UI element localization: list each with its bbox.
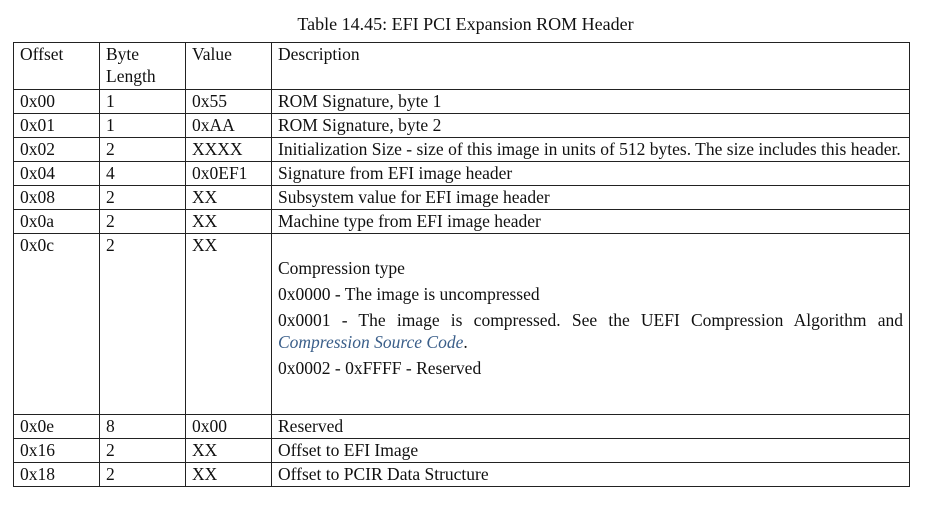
- table-row: 0x0e 8 0x00 Reserved: [13, 414, 910, 439]
- cell-length: 2: [99, 438, 186, 463]
- cell-value: XX: [185, 185, 272, 210]
- cell-length: 4: [99, 161, 186, 186]
- header-byte-label: Byte: [106, 44, 140, 64]
- table-row-compression: 0x0c 2 XX Compression type 0x0000 - The …: [13, 233, 910, 415]
- table-row: 0x02 2 XXXX Initialization Size - size o…: [13, 137, 910, 162]
- header-offset: Offset: [13, 42, 100, 90]
- cell-value: 0xAA: [185, 113, 272, 138]
- cell-length: 2: [99, 209, 186, 234]
- cell-description: Compression type 0x0000 - The image is u…: [271, 233, 910, 415]
- cell-offset: 0x08: [13, 185, 100, 210]
- compression-source-code-link[interactable]: Compression Source Code: [278, 332, 464, 352]
- cell-description: Reserved: [271, 414, 910, 439]
- compression-title: Compression type: [278, 258, 405, 278]
- compression-option-0000: 0x0000 - The image is uncompressed: [278, 284, 540, 304]
- compression-option-0001: 0x0001 - The image is compressed. See th…: [278, 309, 903, 353]
- compression-description: Compression type 0x0000 - The image is u…: [278, 234, 903, 379]
- table-row: 0x08 2 XX Subsystem value for EFI image …: [13, 185, 910, 210]
- cell-length: 2: [99, 233, 186, 415]
- header-description: Description: [271, 42, 910, 90]
- cell-value: 0x0EF1: [185, 161, 272, 186]
- cell-value: XX: [185, 233, 272, 415]
- cell-offset: 0x16: [13, 438, 100, 463]
- compression-option-0001-suffix: .: [463, 332, 468, 352]
- table-row: 0x01 1 0xAA ROM Signature, byte 2: [13, 113, 910, 138]
- header-length-label: Length: [106, 66, 156, 86]
- cell-description: Machine type from EFI image header: [271, 209, 910, 234]
- cell-description: Offset to EFI Image: [271, 438, 910, 463]
- header-value: Value: [185, 42, 272, 90]
- rom-header-table: Offset Byte Length Value Description 0x00…: [13, 42, 910, 487]
- cell-length: 2: [99, 137, 186, 162]
- table-row: 0x16 2 XX Offset to EFI Image: [13, 438, 910, 463]
- cell-length: 8: [99, 414, 186, 439]
- cell-offset: 0x18: [13, 462, 100, 487]
- cell-offset: 0x0e: [13, 414, 100, 439]
- cell-offset: 0x04: [13, 161, 100, 186]
- cell-length: 1: [99, 89, 186, 114]
- table-row: 0x04 4 0x0EF1 Signature from EFI image h…: [13, 161, 910, 186]
- header-byte-length: Byte Length: [99, 42, 186, 90]
- cell-offset: 0x0a: [13, 209, 100, 234]
- cell-description: Signature from EFI image header: [271, 161, 910, 186]
- cell-offset: 0x01: [13, 113, 100, 138]
- table-row: 0x00 1 0x55 ROM Signature, byte 1: [13, 89, 910, 114]
- cell-description: ROM Signature, byte 2: [271, 113, 910, 138]
- cell-offset: 0x00: [13, 89, 100, 114]
- cell-offset: 0x02: [13, 137, 100, 162]
- cell-length: 2: [99, 462, 186, 487]
- compression-option-0001-text: 0x0001 - The image is compressed. See th…: [278, 310, 903, 330]
- cell-value: XX: [185, 209, 272, 234]
- cell-description: Offset to PCIR Data Structure: [271, 462, 910, 487]
- cell-value: 0x00: [185, 414, 272, 439]
- cell-length: 1: [99, 113, 186, 138]
- table-row: 0x0a 2 XX Machine type from EFI image he…: [13, 209, 910, 234]
- cell-description: Initialization Size - size of this image…: [271, 137, 910, 162]
- cell-value: 0x55: [185, 89, 272, 114]
- table-header-row: Offset Byte Length Value Description: [13, 42, 910, 90]
- cell-value: XX: [185, 462, 272, 487]
- cell-description: ROM Signature, byte 1: [271, 89, 910, 114]
- compression-option-reserved: 0x0002 - 0xFFFF - Reserved: [278, 358, 482, 378]
- table-caption: Table 14.45: EFI PCI Expansion ROM Heade…: [297, 14, 634, 34]
- cell-length: 2: [99, 185, 186, 210]
- cell-value: XXXX: [185, 137, 272, 162]
- cell-offset: 0x0c: [13, 233, 100, 415]
- table-row: 0x18 2 XX Offset to PCIR Data Structure: [13, 462, 910, 487]
- cell-description: Subsystem value for EFI image header: [271, 185, 910, 210]
- cell-value: XX: [185, 438, 272, 463]
